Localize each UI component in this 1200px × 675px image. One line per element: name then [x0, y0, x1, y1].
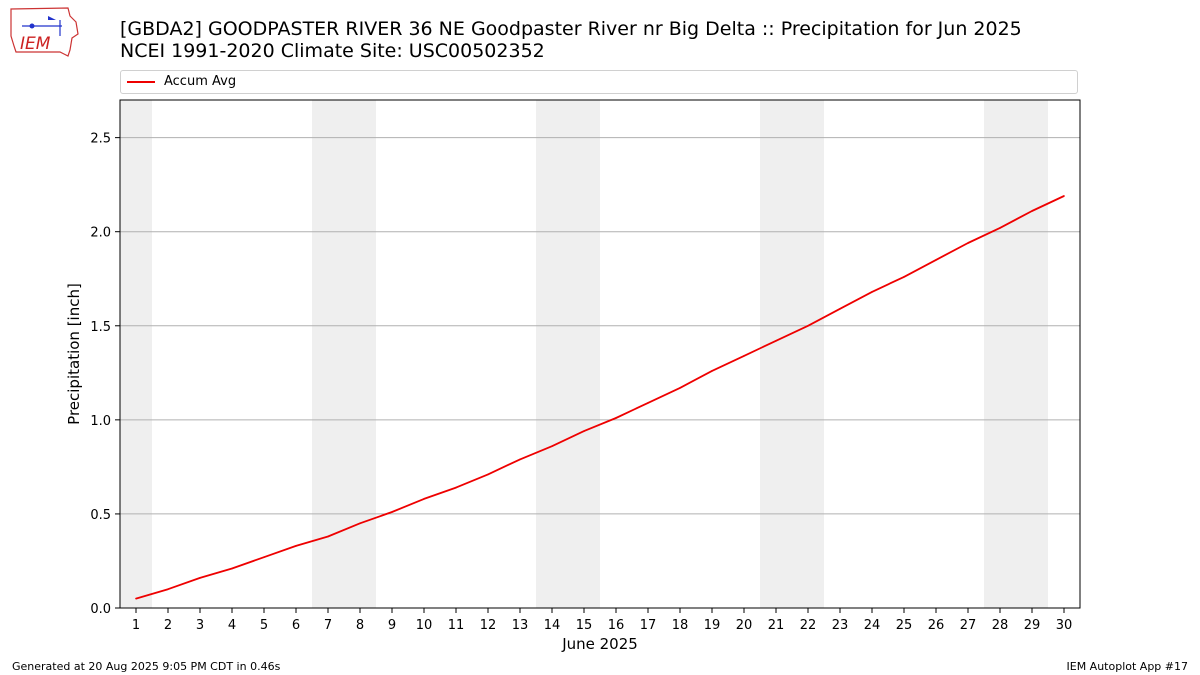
x-axis: 1 2 3 4 5 6 7 8 9 10 11 12 13 14 15 16 17 18 19 20 21 22 23 24 2…	[132, 608, 1072, 633]
data-point	[999, 227, 1001, 229]
data-point	[1031, 210, 1033, 212]
data-point	[551, 445, 553, 447]
x-tick-label: 19	[704, 618, 721, 633]
x-tick-label: 24	[864, 618, 881, 633]
data-point	[231, 567, 233, 570]
x-tick-label: 4	[228, 618, 236, 633]
x-tick-label: 20	[736, 618, 753, 633]
data-point	[295, 545, 297, 547]
x-tick-label: 22	[800, 618, 817, 633]
data-point	[167, 588, 169, 590]
x-tick-label: 23	[832, 618, 849, 633]
x-tick-label: 9	[388, 618, 396, 633]
data-point	[871, 291, 873, 293]
weekend-band	[760, 100, 792, 608]
title-line-2: NCEI 1991-2020 Climate Site: USC00502352	[120, 40, 545, 62]
data-point	[647, 402, 649, 404]
data-point	[263, 556, 265, 558]
y-tick-label: 2.5	[90, 132, 111, 147]
data-point	[455, 486, 457, 489]
x-tick-label: 6	[292, 618, 300, 633]
weekend-band	[344, 100, 376, 608]
legend: Accum Avg	[120, 70, 1078, 94]
weekend-band	[312, 100, 344, 608]
data-point	[807, 324, 809, 327]
iowa-outline	[10, 7, 79, 57]
x-tick-label: 16	[608, 618, 625, 633]
x-tick-label: 27	[960, 618, 977, 633]
data-point	[839, 308, 841, 310]
x-tick-label: 7	[324, 618, 332, 633]
y-axis-label: Precipitation [inch]	[65, 283, 83, 425]
x-tick-label: 8	[356, 618, 364, 633]
data-point	[327, 535, 329, 538]
generated-timestamp: Generated at 20 Aug 2025 9:05 PM CDT in …	[12, 660, 281, 673]
y-tick-label: 0.5	[90, 508, 111, 523]
data-point	[711, 370, 713, 372]
x-axis-label: June 2025	[561, 635, 638, 653]
weekend-band	[792, 100, 824, 608]
data-point	[1063, 195, 1065, 197]
y-axis: 0.0 0.5 1.0 1.5 2.0 2.5	[90, 132, 120, 617]
gridlines	[120, 137, 1080, 515]
data-point	[935, 259, 937, 261]
y-tick-label: 0.0	[90, 602, 111, 617]
data-point	[967, 242, 969, 244]
data-point	[679, 387, 681, 389]
x-tick-label: 13	[512, 618, 529, 633]
data-point	[391, 511, 393, 513]
iem-logo: IEM	[10, 7, 79, 57]
data-point	[903, 276, 905, 278]
data-point	[519, 458, 521, 461]
weekend-band	[568, 100, 600, 608]
y-tick-label: 1.5	[90, 320, 111, 335]
weekend-band	[120, 100, 152, 608]
chart-title: [GBDA2] GOODPASTER RIVER 36 NE Goodpaste…	[120, 18, 1022, 62]
x-tick-label: 11	[448, 618, 465, 633]
data-point	[743, 355, 745, 357]
x-tick-label: 3	[196, 618, 204, 633]
plot-frame	[119, 99, 1081, 609]
x-tick-label: 21	[768, 618, 785, 633]
x-tick-label: 25	[896, 618, 913, 633]
x-tick-label: 2	[164, 618, 172, 633]
x-tick-label: 15	[576, 618, 593, 633]
weekend-shading	[120, 100, 1048, 608]
series-line-accum-avg	[135, 195, 1065, 600]
x-tick-label: 5	[260, 618, 268, 633]
x-tick-label: 1	[132, 618, 140, 633]
x-tick-label: 26	[928, 618, 945, 633]
x-tick-label: 14	[544, 618, 561, 633]
data-point	[775, 340, 777, 342]
x-tick-label: 29	[1024, 618, 1041, 633]
x-tick-label: 17	[640, 618, 657, 633]
x-tick-label: 10	[416, 618, 433, 633]
app-label: IEM Autoplot App #17	[1066, 660, 1189, 673]
data-point	[199, 577, 201, 579]
data-point	[487, 473, 489, 476]
y-tick-label: 1.0	[90, 414, 111, 429]
data-point	[359, 522, 361, 525]
title-line-1: [GBDA2] GOODPASTER RIVER 36 NE Goodpaste…	[120, 18, 1022, 40]
data-point	[135, 597, 137, 600]
data-point	[583, 430, 585, 432]
x-tick-label: 18	[672, 618, 689, 633]
legend-swatch	[127, 81, 155, 83]
weekend-band	[536, 100, 568, 608]
legend-label: Accum Avg	[164, 74, 237, 89]
data-point	[423, 498, 425, 500]
weekend-band	[984, 100, 1016, 608]
data-point	[615, 417, 617, 419]
series	[135, 195, 1065, 600]
x-tick-label: 12	[480, 618, 497, 633]
x-tick-label: 28	[992, 618, 1009, 633]
y-tick-label: 2.0	[90, 226, 111, 241]
logo-text: IEM	[20, 34, 51, 54]
weekend-band	[1016, 100, 1048, 608]
x-tick-label: 30	[1056, 618, 1073, 633]
